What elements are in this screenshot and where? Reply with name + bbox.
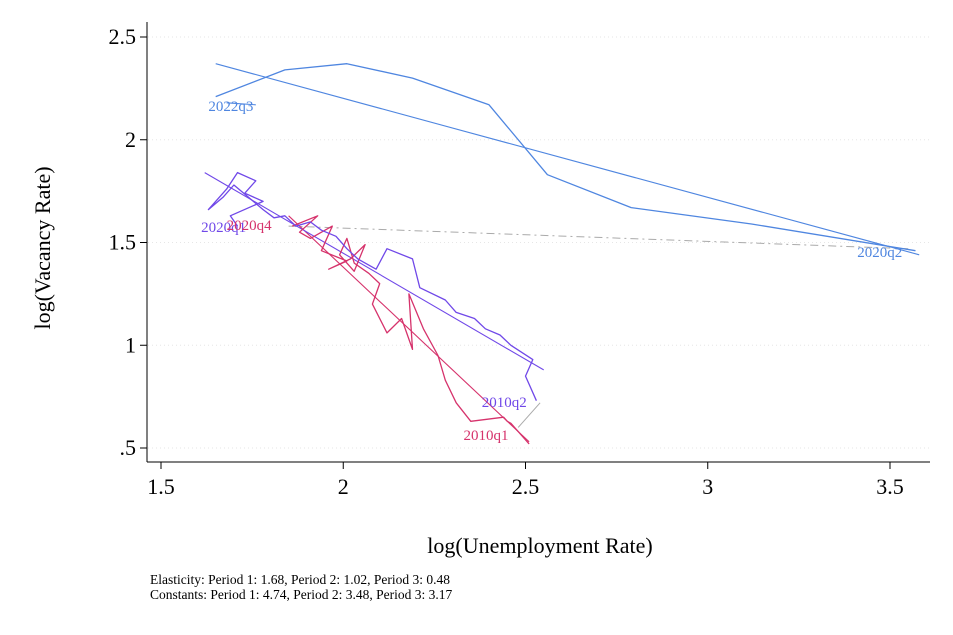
x-axis-title: log(Unemployment Rate) (427, 533, 652, 558)
y-tick-label-3: 2 (125, 127, 136, 152)
point-label-0: 2022q3 (208, 99, 253, 115)
series-line-2 (215, 63, 916, 252)
x-tick-label-0: 1.5 (147, 474, 175, 499)
x-tick-label-2: 2.5 (512, 474, 540, 499)
connector-lines (288, 225, 909, 428)
elasticity-note: Elasticity: Period 1: 1.68, Period 2: 1.… (150, 572, 450, 587)
series-extra-segment-0 (226, 102, 256, 106)
chart-notes: Elasticity: Period 1: 1.68, Period 2: 1.… (150, 572, 452, 602)
series-group (207, 63, 916, 445)
connector-line-0 (288, 225, 909, 250)
series-line-0 (291, 215, 530, 445)
grid (148, 36, 930, 449)
x-tick-label-4: 3.5 (876, 474, 904, 499)
fit-line-2 (215, 63, 920, 256)
point-label-1: 2020q2 (857, 245, 902, 261)
point-label-2: 2020q1 (201, 220, 246, 236)
point-label-5: 2010q1 (464, 428, 509, 444)
point-label-3: 2020q4 (227, 218, 272, 234)
x-tick-label-1: 2 (338, 474, 349, 499)
constants-note: Constants: Period 1: 4.74, Period 2: 3.4… (150, 587, 453, 602)
y-tick-label-1: 1 (125, 332, 136, 357)
fit-lines (204, 63, 920, 443)
chart: .5 1 1.5 2 2.5 1.5 2 2.5 3 3.5 2022q3 2020q2 2020q1… (30, 22, 930, 558)
fit-line-1 (204, 172, 544, 371)
y-tick-label-2: 1.5 (109, 230, 137, 255)
y-tick-label-4: 2.5 (109, 24, 137, 49)
connector-line-1 (517, 402, 541, 428)
y-axis-title: log(Vacancy Rate) (30, 166, 55, 329)
y-tick-label-0: .5 (120, 435, 137, 460)
point-label-4: 2010q2 (482, 395, 527, 411)
ticks: .5 1 1.5 2 2.5 1.5 2 2.5 3 3.5 (109, 24, 904, 499)
series-line-1 (207, 171, 537, 401)
x-tick-label-3: 3 (702, 474, 713, 499)
